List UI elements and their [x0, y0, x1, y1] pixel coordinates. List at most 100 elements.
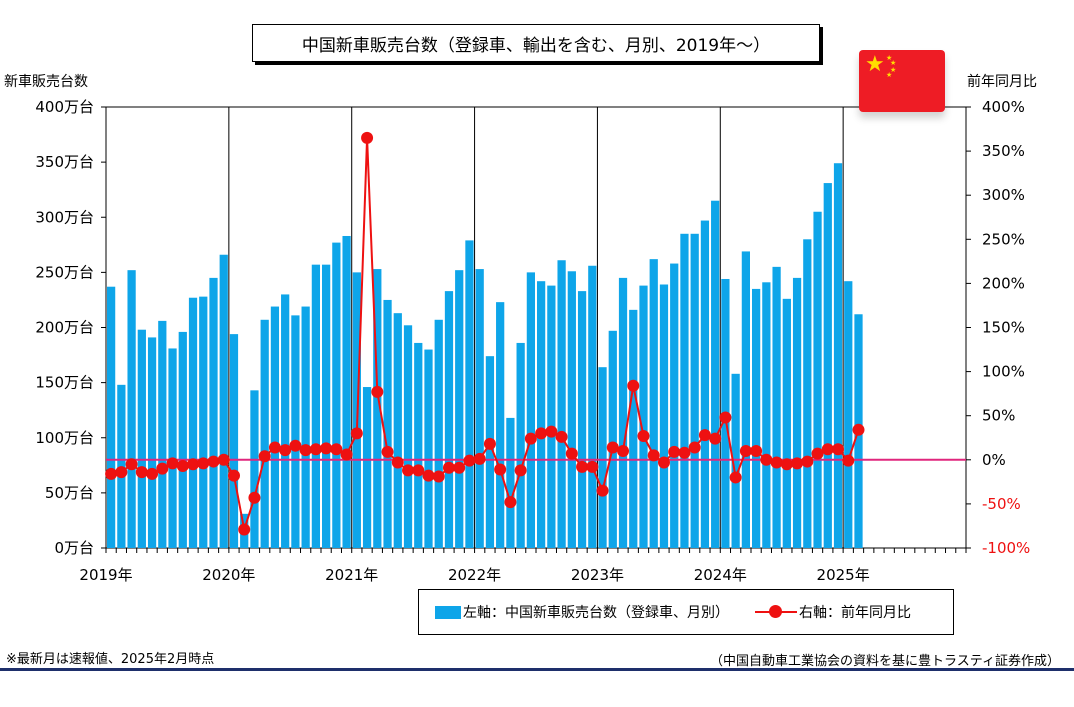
right-tick-label: 50%	[982, 407, 1015, 425]
sales-bar	[537, 281, 546, 548]
right-tick-label: 0%	[982, 451, 1006, 469]
sales-bar	[311, 264, 320, 548]
sales-bar	[670, 263, 679, 548]
left-tick-label: 50万台	[45, 484, 94, 502]
sales-bar	[137, 329, 146, 548]
sales-bar	[557, 260, 566, 548]
sales-bar	[680, 233, 689, 548]
sales-bar	[322, 264, 331, 548]
yoy-point	[309, 443, 322, 456]
sales-bar	[434, 319, 443, 548]
sales-bar	[332, 242, 341, 549]
right-tick-label: 300%	[982, 186, 1025, 204]
yoy-point	[709, 432, 722, 445]
yoy-point	[739, 444, 752, 457]
sales-bar	[700, 220, 710, 548]
chart-title: 中国新車販売台数（登録車、輸出を含む、月別、2019年～）	[252, 24, 820, 62]
yoy-point	[668, 445, 681, 458]
yoy-point	[135, 466, 148, 479]
sales-bar	[229, 334, 239, 548]
yoy-point	[586, 460, 599, 473]
sales-bar	[424, 349, 433, 548]
sales-bar	[629, 309, 638, 548]
sales-bar	[107, 286, 116, 548]
yoy-point	[565, 447, 578, 460]
yoy-point	[391, 456, 404, 469]
sales-bar	[158, 320, 167, 548]
yoy-point	[514, 464, 527, 477]
yoy-point	[729, 471, 742, 484]
yoy-point	[432, 470, 445, 483]
yoy-point	[596, 484, 609, 497]
sales-bar	[465, 240, 474, 548]
sales-bar	[711, 200, 720, 548]
yoy-point	[852, 423, 865, 436]
sales-bar	[168, 348, 177, 548]
yoy-point	[197, 457, 210, 470]
yoy-point	[146, 467, 159, 480]
legend-bar-label: 左軸：中国新車販売台数（登録車、月別）	[463, 605, 729, 621]
sales-bar	[485, 356, 495, 548]
sales-bar	[250, 390, 259, 548]
sales-bar	[147, 337, 157, 548]
sales-bar	[506, 417, 515, 548]
yoy-point	[361, 131, 374, 144]
yoy-point	[647, 449, 660, 462]
legend-line-label: 右軸：前年同月比	[799, 605, 911, 621]
sales-bar	[792, 277, 802, 548]
yoy-point	[719, 411, 732, 424]
sales-bar	[127, 270, 136, 548]
sales-bar	[833, 163, 843, 549]
sales-bar	[649, 259, 658, 548]
yoy-point	[463, 454, 476, 467]
yoy-point	[268, 441, 281, 454]
yoy-point	[637, 429, 650, 442]
sales-bar	[782, 298, 791, 548]
sales-bar	[475, 269, 484, 548]
x-tick-label: 2022年	[448, 566, 501, 584]
yoy-point	[320, 442, 333, 455]
left-tick-label: 0万台	[54, 539, 94, 557]
yoy-point	[750, 444, 763, 457]
yoy-point	[381, 445, 394, 458]
yoy-point	[422, 469, 435, 482]
yoy-point	[115, 466, 128, 479]
sales-bar	[752, 288, 761, 548]
yoy-point	[105, 467, 118, 480]
sales-bar	[188, 297, 198, 548]
sales-bar	[577, 291, 587, 548]
sales-bar	[260, 319, 269, 548]
yoy-point	[299, 444, 312, 457]
yoy-point	[442, 461, 455, 474]
right-axis-title: 前年同月比	[967, 74, 1037, 90]
right-tick-label: 150%	[982, 319, 1025, 337]
sales-bar	[803, 239, 812, 549]
sales-bar	[608, 330, 617, 548]
sales-bar	[414, 342, 423, 548]
yoy-point	[627, 379, 640, 392]
sales-bar	[731, 373, 740, 548]
right-tick-label: -50%	[982, 495, 1021, 513]
legend-line-swatch	[755, 605, 797, 619]
sales-bar	[813, 211, 822, 549]
left-tick-label: 350万台	[35, 153, 94, 171]
yoy-point	[289, 439, 302, 452]
yoy-point	[412, 464, 425, 477]
yoy-point	[698, 429, 711, 442]
sales-bar	[844, 281, 853, 548]
yoy-point	[125, 458, 138, 471]
sales-bar	[199, 296, 208, 548]
yoy-line	[110, 137, 860, 530]
yoy-point	[811, 447, 824, 460]
sales-bar	[762, 282, 771, 548]
sales-bar	[281, 294, 290, 548]
sales-bar	[403, 325, 413, 548]
sales-bar	[373, 269, 382, 548]
yoy-point	[576, 460, 589, 473]
right-tick-label: 200%	[982, 274, 1025, 292]
yoy-point	[156, 462, 169, 475]
yoy-point	[555, 430, 568, 443]
yoy-point	[238, 523, 251, 536]
sales-bar	[526, 272, 535, 548]
